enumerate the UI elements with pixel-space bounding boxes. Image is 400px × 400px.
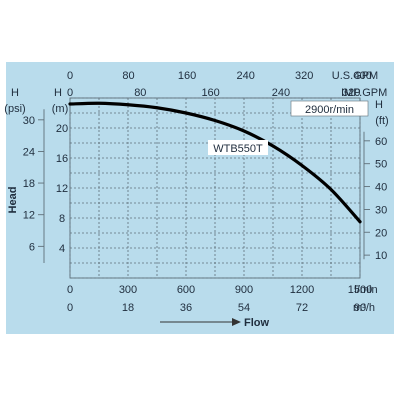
m3h-tick-label: 72 [296, 302, 308, 314]
m-tick-label: 4 [59, 243, 65, 255]
psi-axis-unit-bottom: (psi) [4, 103, 25, 115]
imp-gpm-tick-label: 0 [67, 87, 73, 99]
m-axis-unit-top: H [54, 87, 62, 99]
m3h-tick-label: 90 [354, 302, 366, 314]
speed-label: 2900r/min [305, 104, 354, 116]
us-gpm-tick-label: 240 [236, 70, 254, 82]
us-gpm-tick-label: 160 [178, 70, 196, 82]
m3h-tick-label: 18 [122, 302, 134, 314]
us-gpm-unit-label: U.S.GPM [332, 70, 378, 82]
m-tick-label: 20 [56, 123, 68, 135]
ft-tick-label: 40 [375, 182, 387, 194]
curve-label: WTB550T [213, 143, 263, 155]
ft-tick-label: 20 [375, 227, 387, 239]
flow-axis-title: Flow [244, 317, 269, 329]
imp-gpm-tick-label: 240 [272, 87, 290, 99]
psi-tick-label: 30 [23, 115, 35, 127]
m3h-unit-label: m³/h [353, 302, 375, 314]
m-tick-label: 8 [59, 213, 65, 225]
psi-tick-label: 6 [29, 241, 35, 253]
ft-axis-unit-bottom: (ft) [375, 115, 388, 127]
lpm-unit-label: l/min [354, 284, 377, 296]
m-axis-unit-bottom: (m) [52, 103, 69, 115]
plot-frame [69, 97, 361, 279]
lpm-tick-label: 0 [67, 284, 73, 296]
m3h-tick-label: 36 [180, 302, 192, 314]
imp-gpm-unit-label: IMP.GPM [341, 87, 387, 99]
psi-axis-unit-top: H [11, 87, 19, 99]
curve-label-box [208, 140, 268, 155]
speed-label-box [290, 100, 369, 117]
ft-tick-label: 30 [375, 204, 387, 216]
imp-gpm-tick-label: 160 [201, 87, 219, 99]
head-axis-title: Head [7, 187, 19, 214]
us-gpm-tick-label: 320 [295, 70, 313, 82]
psi-tick-label: 12 [23, 210, 35, 222]
m-tick-label: 12 [56, 183, 68, 195]
psi-tick-label: 24 [23, 146, 35, 158]
us-gpm-tick-label: 0 [67, 70, 73, 82]
m-tick-label: 16 [56, 153, 68, 165]
ft-tick-label: 50 [375, 159, 387, 171]
us-gpm-tick-label: 400 [354, 70, 372, 82]
lpm-tick-label: 600 [177, 284, 195, 296]
lpm-tick-label: 900 [235, 284, 253, 296]
lpm-tick-label: 1500 [348, 284, 372, 296]
ft-tick-label: 10 [375, 250, 387, 262]
m3h-tick-label: 54 [238, 302, 250, 314]
flow-arrow-head [232, 318, 241, 326]
psi-tick-label: 18 [23, 178, 35, 190]
imp-gpm-tick-label: 320 [342, 87, 360, 99]
m3h-tick-label: 0 [67, 302, 73, 314]
ft-axis-unit-top: H [375, 99, 383, 111]
us-gpm-tick-label: 80 [122, 70, 134, 82]
lpm-tick-label: 1200 [290, 284, 314, 296]
imp-gpm-tick-label: 80 [134, 87, 146, 99]
ft-tick-label: 60 [375, 136, 387, 148]
lpm-tick-label: 300 [119, 284, 137, 296]
